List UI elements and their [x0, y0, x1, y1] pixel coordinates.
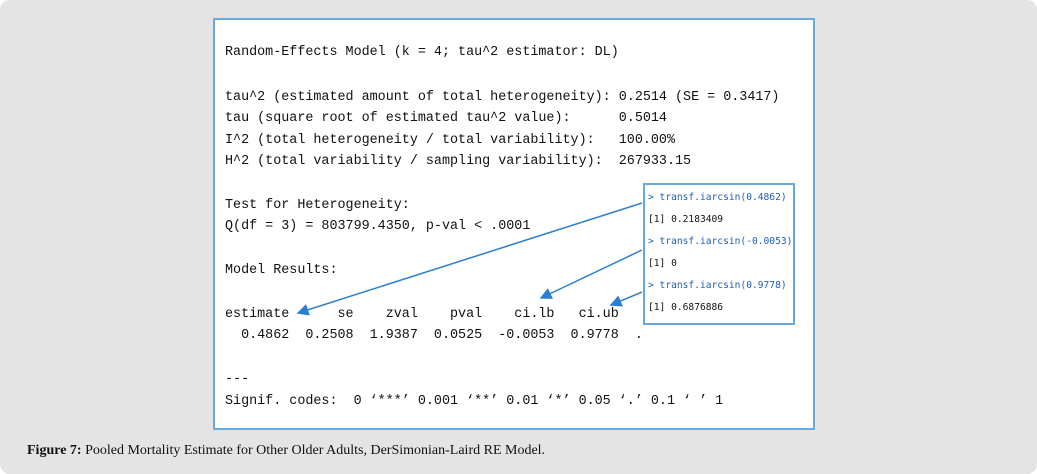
output-line: Q(df = 3) = 803799.4350, p-val < .0001 — [225, 219, 531, 234]
output-line: estimate se zval pval ci.lb ci.ub — [225, 307, 619, 322]
r-output-figure: Random-Effects Model (k = 4; tau^2 estim… — [213, 18, 815, 430]
arrow — [539, 249, 643, 299]
output-line: Test for Heterogeneity: — [225, 198, 410, 213]
output-line: tau (square root of estimated tau^2 valu… — [225, 111, 667, 126]
output-line: Signif. codes: 0 ‘***’ 0.001 ‘**’ 0.01 ‘… — [225, 394, 724, 409]
output-line: I^2 (total heterogeneity / total variabi… — [225, 133, 675, 148]
output-line: Random-Effects Model (k = 4; tau^2 estim… — [225, 45, 619, 60]
console-result: [1] 0.6876886 — [648, 302, 724, 313]
console-prompt: > transf.iarcsin(-0.0053) — [648, 236, 793, 247]
console-prompt: > transf.iarcsin(0.9778) — [648, 280, 787, 291]
arrow — [609, 291, 643, 307]
console-prompt: > transf.iarcsin(0.4862) — [648, 192, 787, 203]
output-line: Model Results: — [225, 263, 338, 278]
output-line: tau^2 (estimated amount of total heterog… — [225, 90, 780, 105]
caption-text: Pooled Mortality Estimate for Other Olde… — [85, 443, 546, 458]
caption-label: Figure 7: — [27, 443, 82, 458]
output-line: --- — [225, 372, 250, 387]
caption: Figure 7: Pooled Mortality Estimate for … — [27, 443, 545, 459]
output-line: H^2 (total variability / sampling variab… — [225, 154, 692, 169]
arrow — [296, 202, 643, 316]
output-line: 0.4862 0.2508 1.9387 0.0525 -0.0053 0.97… — [225, 328, 643, 343]
console-result: [1] 0.2183409 — [648, 214, 724, 225]
console-result: [1] 0 — [648, 258, 677, 269]
console-inset: > transf.iarcsin(0.4862) [1] 0.2183409 >… — [643, 183, 795, 325]
